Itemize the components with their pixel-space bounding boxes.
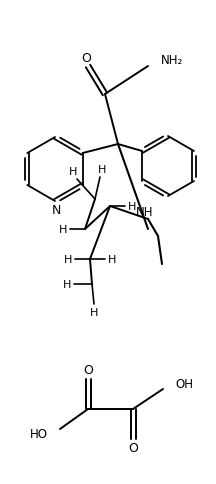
Text: O: O — [128, 441, 138, 454]
Text: O: O — [83, 364, 93, 377]
Text: H: H — [63, 279, 71, 289]
Text: OH: OH — [175, 378, 193, 391]
Text: H: H — [90, 307, 98, 318]
Text: N: N — [51, 204, 61, 217]
Text: H: H — [128, 201, 136, 212]
Text: HO: HO — [30, 428, 48, 440]
Text: H: H — [64, 255, 72, 264]
Text: H: H — [69, 166, 77, 177]
Text: H: H — [108, 255, 116, 264]
Text: H: H — [98, 165, 106, 175]
Text: NH: NH — [136, 205, 154, 218]
Text: NH₂: NH₂ — [161, 53, 183, 66]
Text: H: H — [59, 225, 67, 235]
Text: O: O — [81, 51, 91, 64]
